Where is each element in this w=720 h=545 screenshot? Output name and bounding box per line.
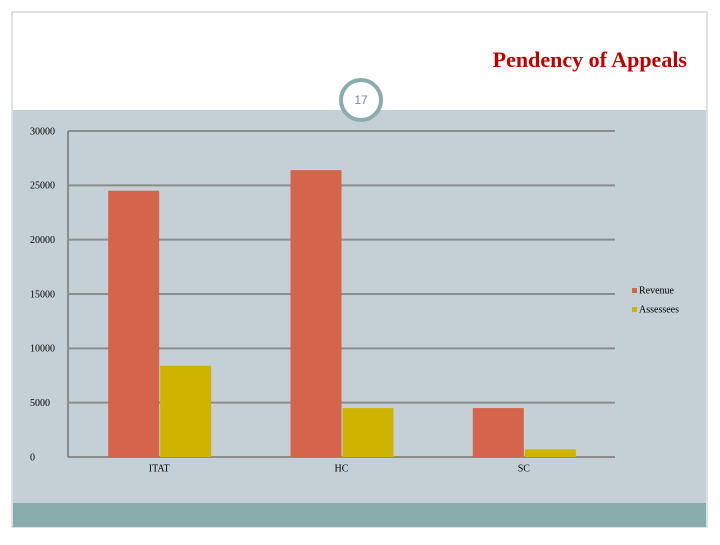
bar xyxy=(524,449,576,457)
y-tick-label: 10000 xyxy=(30,344,55,355)
x-tick-label: HC xyxy=(335,463,349,474)
y-tick-label: 15000 xyxy=(30,289,55,300)
legend-swatch xyxy=(632,307,637,312)
bar xyxy=(342,408,394,457)
bar xyxy=(472,408,524,457)
legend-label: Assessees xyxy=(639,304,679,315)
y-tick-label: 20000 xyxy=(30,235,55,246)
y-tick-label: 5000 xyxy=(30,398,50,409)
x-tick-label: ITAT xyxy=(149,463,170,474)
y-tick-label: 30000 xyxy=(30,126,55,137)
legend-swatch xyxy=(632,288,637,293)
slide-title: Pendency of Appeals xyxy=(493,47,688,72)
footer-strip xyxy=(13,503,706,527)
slide-number: 17 xyxy=(354,93,368,107)
bar xyxy=(290,170,342,457)
legend-label: Revenue xyxy=(639,285,675,296)
y-tick-label: 0 xyxy=(30,452,35,463)
x-tick-label: SC xyxy=(518,463,531,474)
bar xyxy=(108,190,160,457)
y-tick-label: 25000 xyxy=(30,181,55,192)
number-badge xyxy=(339,78,383,122)
bar xyxy=(160,365,212,457)
